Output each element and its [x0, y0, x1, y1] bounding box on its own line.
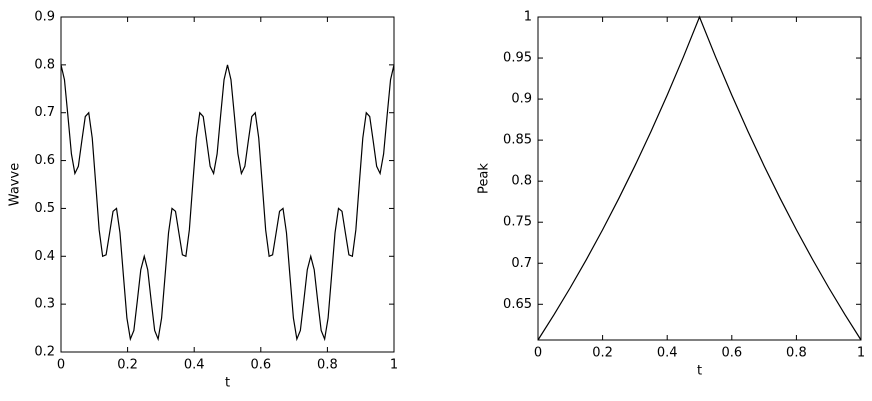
x-tick-label: 0 [57, 358, 65, 373]
y-tick-label: 0.75 [503, 215, 532, 230]
y-tick-label: 0.9 [511, 92, 532, 107]
data-line [60, 64, 395, 342]
axes-box [60, 16, 395, 353]
y-tick-label: 0.7 [511, 256, 532, 271]
y-tick-label: 0.6 [34, 153, 55, 168]
x-tick-label: 0.2 [117, 358, 138, 373]
y-tick-label: 0.8 [511, 174, 532, 189]
y-axis-label: Peak [477, 163, 492, 194]
x-tick-label: 0.6 [721, 346, 742, 361]
x-tick-label: 0.8 [317, 358, 338, 373]
x-tick-label: 1 [390, 358, 398, 373]
y-tick-label: 0.9 [34, 10, 55, 25]
y-tick-label: 0.8 [34, 57, 55, 72]
y-tick-label: 0.4 [34, 249, 55, 264]
y-tick-label: 0.5 [34, 201, 55, 216]
x-axis-label: t [697, 364, 702, 379]
x-tick-label: 0.4 [657, 346, 678, 361]
y-axis-label: Wavve [8, 163, 23, 206]
y-tick-label: 0.3 [34, 297, 55, 312]
x-tick-label: 1 [857, 346, 865, 361]
axes-box [537, 16, 862, 341]
y-tick-label: 0.2 [34, 345, 55, 360]
y-tick-label: 1 [524, 10, 532, 25]
data-line [537, 15, 862, 341]
x-tick-label: 0.6 [250, 358, 271, 373]
y-tick-label: 0.95 [503, 51, 532, 66]
y-tick-label: 0.85 [503, 133, 532, 148]
x-tick-label: 0.4 [184, 358, 205, 373]
x-axis-label: t [225, 376, 230, 391]
x-tick-label: 0.2 [592, 346, 613, 361]
y-tick-label: 0.7 [34, 105, 55, 120]
x-tick-label: 0.8 [786, 346, 807, 361]
y-tick-label: 0.65 [503, 297, 532, 312]
x-tick-label: 0 [534, 346, 542, 361]
